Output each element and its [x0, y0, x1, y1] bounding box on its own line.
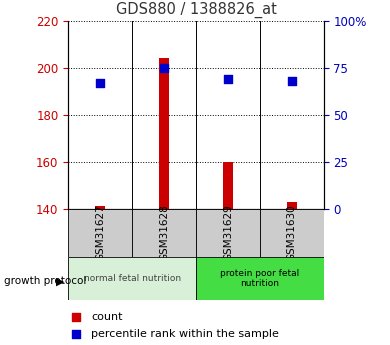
Text: normal fetal nutrition: normal fetal nutrition [83, 274, 181, 283]
Point [262, 253, 269, 258]
Point [289, 78, 295, 83]
Bar [260, 209, 324, 257]
Bar [68, 209, 132, 257]
Bar [196, 257, 324, 300]
Bar [196, 209, 260, 257]
Point [262, 96, 269, 101]
Title: GDS880 / 1388826_at: GDS880 / 1388826_at [115, 2, 277, 18]
Text: percentile rank within the sample: percentile rank within the sample [91, 329, 279, 339]
Bar [68, 257, 196, 300]
Bar [223, 162, 233, 209]
Text: protein poor fetal
nutrition: protein poor fetal nutrition [220, 269, 300, 288]
Text: GSM31629: GSM31629 [223, 205, 233, 261]
Text: ▶: ▶ [56, 276, 65, 286]
Point [225, 76, 231, 82]
Text: GSM31627: GSM31627 [95, 205, 105, 261]
Bar [159, 58, 169, 209]
Bar [96, 206, 105, 209]
Text: GSM31630: GSM31630 [287, 205, 297, 261]
Bar [132, 209, 196, 257]
Text: GSM31628: GSM31628 [159, 205, 169, 261]
Point [97, 80, 103, 86]
Bar [287, 202, 296, 209]
Text: count: count [91, 312, 123, 322]
Text: growth protocol: growth protocol [4, 276, 86, 286]
Point [161, 65, 167, 70]
